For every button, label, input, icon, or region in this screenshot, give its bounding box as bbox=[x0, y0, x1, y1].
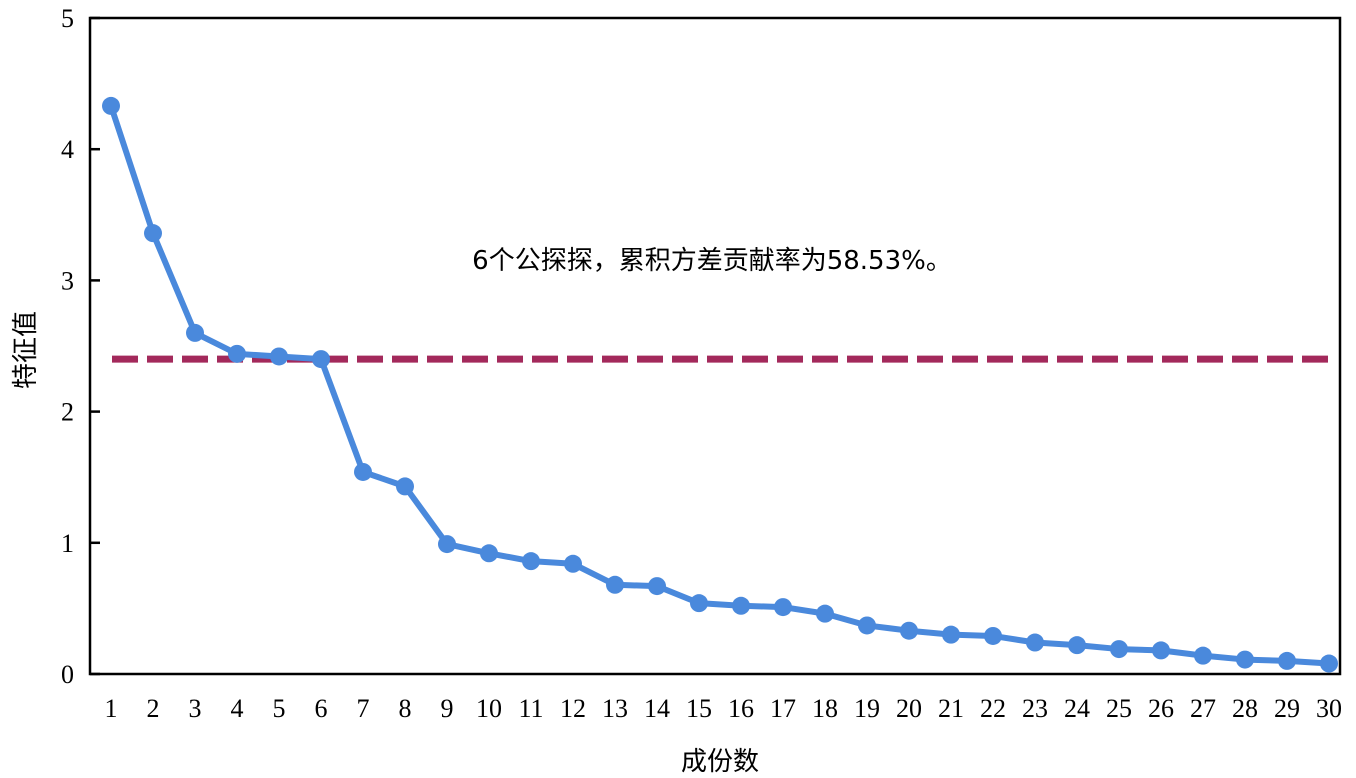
data-point bbox=[522, 552, 540, 571]
x-tick-label: 29 bbox=[1274, 694, 1300, 723]
data-point bbox=[690, 594, 708, 613]
data-point bbox=[1278, 651, 1296, 670]
data-point bbox=[312, 350, 330, 369]
y-tick-label: 4 bbox=[61, 135, 74, 164]
data-point bbox=[900, 621, 918, 640]
data-point bbox=[1026, 633, 1044, 652]
x-tick-label: 15 bbox=[686, 694, 712, 723]
y-tick-label: 0 bbox=[61, 660, 74, 689]
data-point bbox=[942, 625, 960, 644]
data-points bbox=[102, 96, 1338, 673]
x-tick-label: 26 bbox=[1148, 694, 1174, 723]
data-point bbox=[480, 544, 498, 563]
x-tick-label: 17 bbox=[770, 694, 796, 723]
x-tick-label: 18 bbox=[812, 694, 838, 723]
y-tick-label: 5 bbox=[61, 4, 74, 33]
x-tick-label: 30 bbox=[1316, 694, 1342, 723]
y-tick-label: 3 bbox=[61, 266, 74, 295]
data-point bbox=[1152, 641, 1170, 660]
x-tick-label: 16 bbox=[728, 694, 754, 723]
x-tick-label: 6 bbox=[315, 694, 328, 723]
data-point bbox=[186, 323, 204, 342]
x-tick-label: 2 bbox=[147, 694, 160, 723]
y-tick-label: 2 bbox=[61, 398, 74, 427]
x-tick-label: 8 bbox=[399, 694, 412, 723]
x-tick-label: 21 bbox=[938, 694, 964, 723]
x-tick-label: 13 bbox=[602, 694, 628, 723]
x-tick-label: 19 bbox=[854, 694, 880, 723]
x-tick-label: 7 bbox=[357, 694, 370, 723]
data-point bbox=[984, 626, 1002, 645]
data-point bbox=[1110, 640, 1128, 659]
data-point bbox=[732, 596, 750, 615]
series-line bbox=[108, 104, 1330, 667]
x-tick-label: 3 bbox=[189, 694, 202, 723]
x-tick-label: 24 bbox=[1064, 694, 1090, 723]
data-point bbox=[1194, 646, 1212, 665]
data-point bbox=[648, 577, 666, 596]
data-point bbox=[858, 616, 876, 635]
x-tick-label: 10 bbox=[476, 694, 502, 723]
x-tick-label: 22 bbox=[980, 694, 1006, 723]
data-point bbox=[774, 598, 792, 617]
x-tick-label: 25 bbox=[1106, 694, 1132, 723]
y-axis-title: 特征值 bbox=[11, 311, 41, 389]
data-point bbox=[354, 462, 372, 481]
data-point bbox=[228, 344, 246, 363]
x-tick-label: 9 bbox=[441, 694, 454, 723]
x-tick-label: 28 bbox=[1232, 694, 1258, 723]
x-tick-label: 14 bbox=[644, 694, 670, 723]
data-point bbox=[144, 224, 162, 243]
x-tick-label: 11 bbox=[518, 694, 543, 723]
data-point bbox=[1236, 650, 1254, 669]
x-tick-label: 4 bbox=[231, 694, 244, 723]
data-point bbox=[1068, 636, 1086, 655]
y-tick-label: 1 bbox=[61, 529, 74, 558]
x-axis-title: 成份数 bbox=[681, 747, 759, 777]
y-axis: 0 1 2 3 4 5 bbox=[61, 4, 100, 689]
x-tick-label: 20 bbox=[896, 694, 922, 723]
data-point bbox=[396, 477, 414, 496]
annotation-text: 6个公探探，累积方差贡献率为58.53%。 bbox=[472, 246, 952, 276]
data-point bbox=[606, 575, 624, 594]
x-tick-label: 23 bbox=[1022, 694, 1048, 723]
x-tick-label: 5 bbox=[273, 694, 286, 723]
x-tick-label: 12 bbox=[560, 694, 586, 723]
data-point bbox=[564, 554, 582, 573]
data-point bbox=[816, 604, 834, 623]
x-tick-label: 27 bbox=[1190, 694, 1216, 723]
data-point bbox=[270, 347, 288, 366]
x-axis: 1 2 3 4 5 6 7 8 9 10 11 12 13 14 15 16 17 18 19 20 21 22 23 24 2… bbox=[105, 694, 1343, 723]
data-point bbox=[1320, 654, 1338, 673]
x-tick-label: 1 bbox=[105, 694, 118, 723]
data-point bbox=[438, 535, 456, 554]
plot-area-frame bbox=[88, 16, 1342, 676]
data-point bbox=[102, 96, 120, 115]
